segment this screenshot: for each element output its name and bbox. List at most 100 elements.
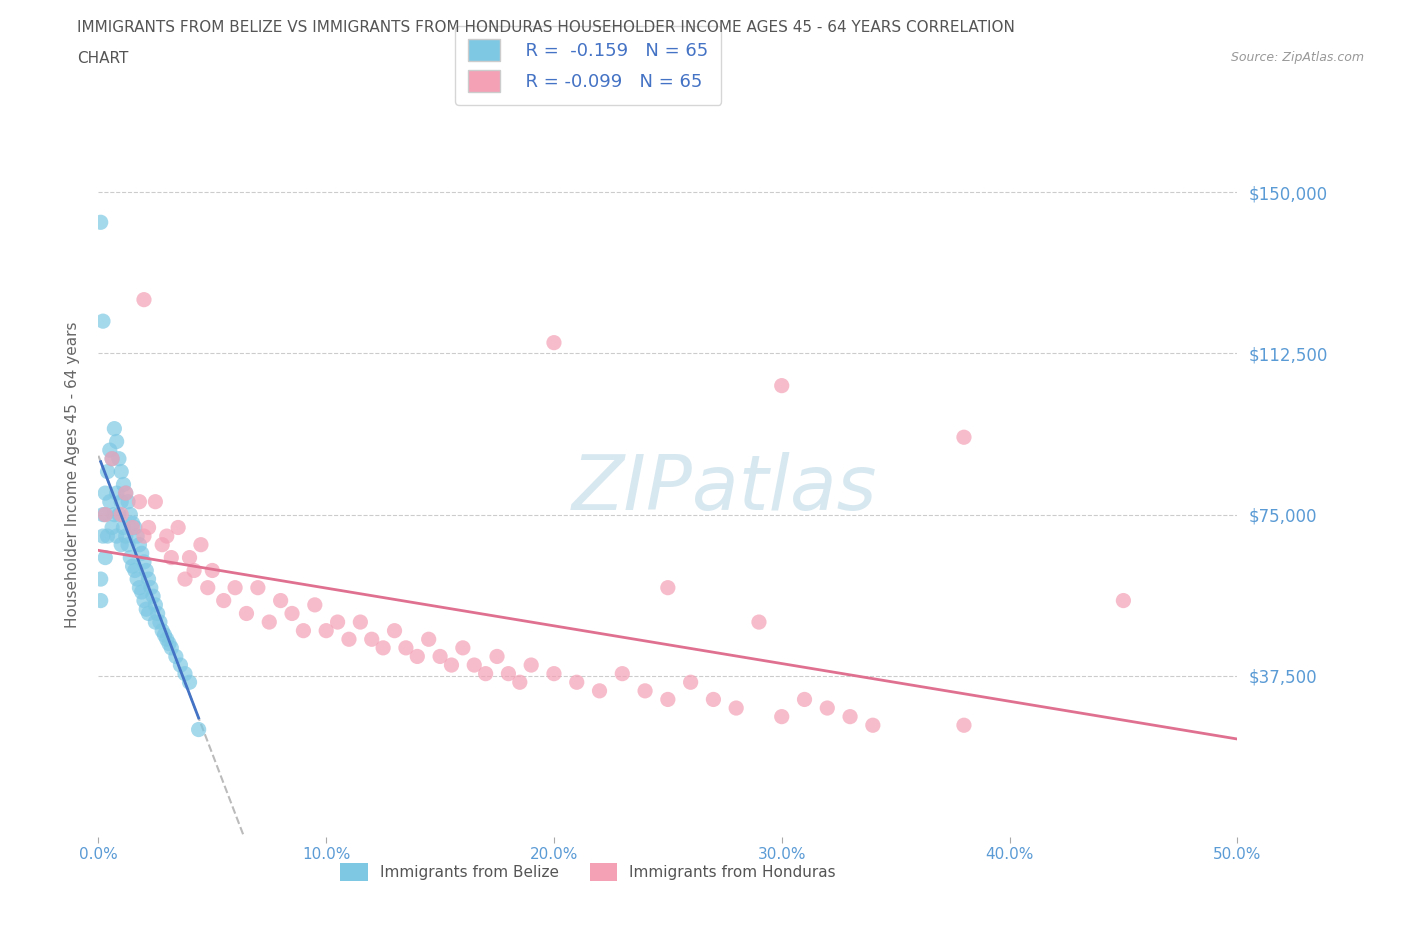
Point	[127, 528, 149, 543]
Point	[138, 606, 160, 621]
Point	[337, 631, 360, 646]
Point	[120, 551, 142, 565]
Point	[128, 538, 150, 552]
Point	[108, 451, 131, 466]
Point	[128, 580, 150, 595]
Point	[124, 520, 146, 535]
Point	[418, 631, 440, 646]
Point	[463, 658, 485, 672]
Point	[815, 700, 838, 715]
Point	[145, 615, 167, 630]
Point	[270, 593, 292, 608]
Point	[839, 710, 862, 724]
Point	[138, 520, 160, 535]
Point	[429, 649, 451, 664]
Point	[770, 710, 793, 724]
Point	[486, 649, 509, 664]
Point	[135, 602, 157, 617]
Point	[139, 580, 162, 595]
Point	[384, 623, 406, 638]
Point	[657, 692, 679, 707]
Point	[588, 684, 610, 698]
Point	[145, 494, 167, 509]
Point	[197, 580, 219, 595]
Text: ZIPatlas: ZIPatlas	[572, 452, 877, 525]
Point	[440, 658, 463, 672]
Point	[349, 615, 371, 630]
Point	[112, 520, 135, 535]
Point	[406, 649, 429, 664]
Point	[612, 666, 634, 681]
Point	[246, 580, 269, 595]
Point	[770, 379, 793, 393]
Point	[212, 593, 235, 608]
Point	[157, 636, 180, 651]
Point	[167, 520, 190, 535]
Point	[112, 477, 135, 492]
Point	[371, 641, 394, 656]
Point	[793, 692, 815, 707]
Point	[634, 684, 657, 698]
Point	[96, 528, 118, 543]
Point	[108, 507, 131, 522]
Point	[565, 675, 588, 690]
Point	[395, 641, 418, 656]
Point	[120, 507, 142, 522]
Point	[315, 623, 337, 638]
Point	[174, 572, 197, 587]
Point	[165, 649, 187, 664]
Point	[190, 538, 212, 552]
Point	[131, 585, 153, 600]
Point	[156, 631, 179, 646]
Point	[748, 615, 770, 630]
Point	[138, 572, 160, 587]
Point	[103, 507, 125, 522]
Point	[96, 464, 118, 479]
Point	[702, 692, 724, 707]
Point	[135, 563, 157, 578]
Point	[169, 658, 191, 672]
Point	[156, 528, 179, 543]
Y-axis label: Householder Income Ages 45 - 64 years: Householder Income Ages 45 - 64 years	[65, 321, 80, 628]
Point	[160, 551, 183, 565]
Point	[127, 572, 149, 587]
Text: IMMIGRANTS FROM BELIZE VS IMMIGRANTS FROM HONDURAS HOUSEHOLDER INCOME AGES 45 - : IMMIGRANTS FROM BELIZE VS IMMIGRANTS FRO…	[77, 20, 1015, 35]
Point	[101, 451, 124, 466]
Point	[235, 606, 257, 621]
Point	[259, 615, 281, 630]
Point	[543, 335, 565, 350]
Point	[149, 615, 172, 630]
Point	[862, 718, 884, 733]
Point	[114, 485, 136, 500]
Point	[105, 528, 128, 543]
Point	[101, 451, 124, 466]
Point	[292, 623, 315, 638]
Legend: Immigrants from Belize, Immigrants from Honduras: Immigrants from Belize, Immigrants from …	[335, 857, 842, 887]
Point	[121, 516, 143, 531]
Point	[174, 666, 197, 681]
Point	[146, 606, 169, 621]
Point	[326, 615, 349, 630]
Point	[153, 628, 176, 643]
Point	[150, 538, 173, 552]
Point	[91, 313, 114, 328]
Point	[224, 580, 246, 595]
Point	[281, 606, 304, 621]
Point	[179, 551, 201, 565]
Point	[124, 563, 146, 578]
Point	[543, 666, 565, 681]
Point	[90, 215, 112, 230]
Point	[451, 641, 474, 656]
Point	[132, 593, 155, 608]
Point	[1112, 593, 1135, 608]
Point	[94, 507, 117, 522]
Point	[94, 507, 117, 522]
Point	[132, 554, 155, 569]
Point	[953, 430, 976, 445]
Point	[110, 494, 132, 509]
Point	[117, 494, 139, 509]
Point	[131, 546, 153, 561]
Text: Source: ZipAtlas.com: Source: ZipAtlas.com	[1230, 51, 1364, 64]
Point	[142, 589, 165, 604]
Point	[132, 292, 155, 307]
